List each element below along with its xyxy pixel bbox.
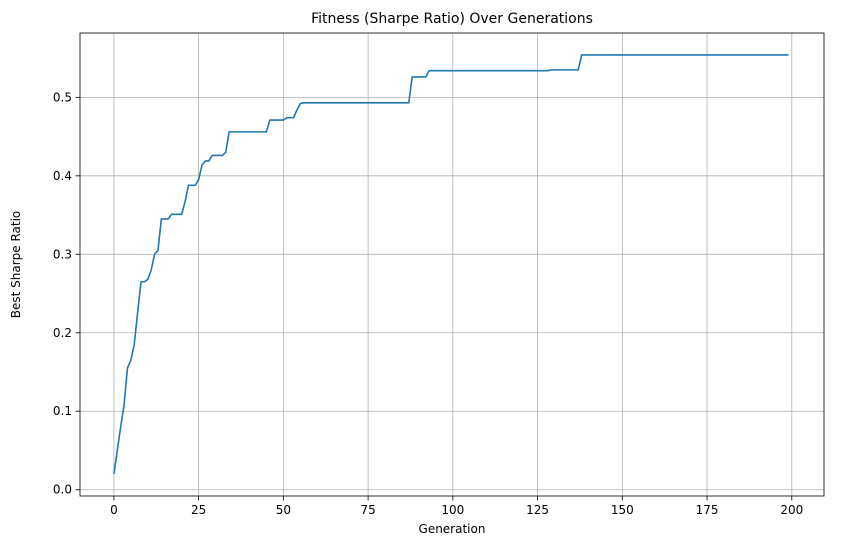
x-tick-label-0: 0 (110, 503, 118, 517)
y-tick-label-0: 0.0 (53, 483, 72, 497)
x-tick-label-5: 125 (526, 503, 549, 517)
x-tick-label-7: 175 (696, 503, 719, 517)
x-ticks: 0 25 50 75 100 125 150 175 200 (110, 496, 803, 517)
x-axis-label: Generation (419, 522, 486, 536)
y-tick-label-1: 0.1 (53, 404, 72, 418)
chart-title: Fitness (Sharpe Ratio) Over Generations (311, 11, 593, 27)
y-axis-label: Best Sharpe Ratio (9, 211, 23, 319)
x-tick-label-2: 50 (276, 503, 291, 517)
plot-frame (79, 32, 825, 497)
x-tick-label-4: 100 (441, 503, 464, 517)
x-tick-label-1: 25 (191, 503, 206, 517)
x-tick-label-6: 150 (611, 503, 634, 517)
series-line-0 (113, 54, 789, 475)
line-layer (113, 54, 789, 475)
grid (80, 33, 824, 496)
x-tick-label-8: 200 (780, 503, 803, 517)
y-tick-label-5: 0.5 (53, 90, 72, 104)
x-tick-label-3: 75 (360, 503, 375, 517)
y-tick-label-3: 0.3 (53, 247, 72, 261)
y-tick-label-2: 0.2 (53, 326, 72, 340)
y-ticks: 0.0 0.1 0.2 0.3 0.4 0.5 (53, 90, 80, 497)
y-tick-label-4: 0.4 (53, 169, 72, 183)
